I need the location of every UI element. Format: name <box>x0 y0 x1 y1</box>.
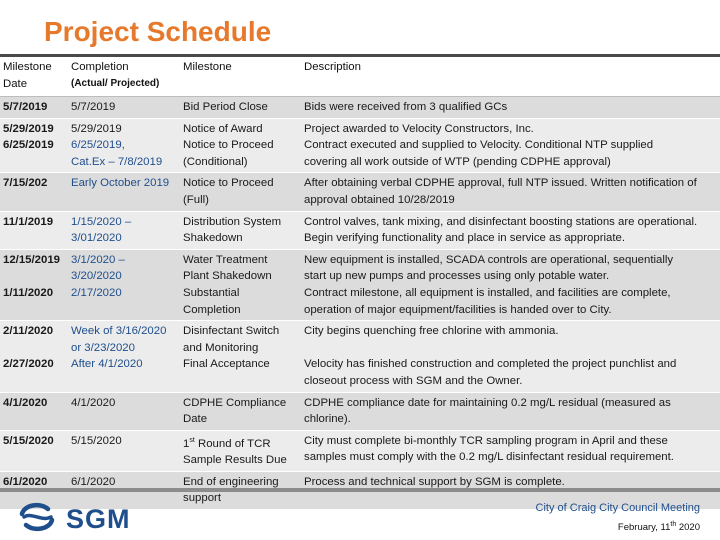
cell-milestone: Bid Period Close <box>180 96 301 119</box>
table-row: 5/7/2019 5/7/2019 Bid Period Close Bids wer… <box>0 96 720 119</box>
table-row: 2/11/2020 2/27/2020 Week of 3/16/2020 or 3… <box>0 320 720 393</box>
header-completion: Completion (Actual/ Projected) <box>68 57 180 97</box>
cell-completion: Early October 2019 <box>68 172 180 212</box>
sgm-logo-icon <box>19 502 55 532</box>
cell-date: 5/15/2020 <box>0 430 68 472</box>
table-row: 5/15/2020 5/15/2020 1st Round of TCR Sample… <box>0 430 720 472</box>
cell-description: CDPHE compliance date for maintaining 0.… <box>301 392 720 431</box>
table-row: 5/29/2019 6/25/2019 5/29/2019 6/25/2019, Cat… <box>0 118 720 174</box>
cell-completion: 3/1/2020 –3/20/2020 2/17/2020 <box>68 249 180 322</box>
table-row: 12/15/2019 1/11/2020 3/1/2020 –3/20/2020 2… <box>0 249 720 322</box>
cell-date: 11/1/2019 <box>0 211 68 250</box>
footer-divider <box>0 488 720 492</box>
header-milestone-date: Milestone Date <box>0 57 68 97</box>
cell-completion: 1/15/2020 –3/01/2020 <box>68 211 180 250</box>
sgm-logo: SGM <box>18 500 138 534</box>
cell-date: 4/1/2020 <box>0 392 68 431</box>
title-divider <box>0 54 720 57</box>
cell-date: 5/29/2019 6/25/2019 <box>0 118 68 174</box>
cell-completion: 5/29/2019 6/25/2019, Cat.Ex – 7/8/2019 <box>68 118 180 174</box>
cell-completion: 5/15/2020 <box>68 430 180 472</box>
table-row: 7/15/202 Early October 2019 Notice to Proc… <box>0 172 720 212</box>
cell-date: 12/15/2019 1/11/2020 <box>0 249 68 322</box>
cell-completion: 4/1/2020 <box>68 392 180 431</box>
table-header-row: Milestone Date Completion (Actual/ Proje… <box>0 57 720 97</box>
cell-description: Bids were received from 3 qualified GCs <box>301 96 720 119</box>
logo-text: SGM <box>66 504 131 534</box>
meeting-date: February, 11th 2020 <box>617 521 700 534</box>
cell-completion: Week of 3/16/2020 or 3/23/2020 After 4/1/2… <box>68 320 180 393</box>
cell-completion: 5/7/2019 <box>68 96 180 119</box>
header-description: Description <box>301 57 720 97</box>
cell-description: City begins quenching free chlorine with… <box>301 320 720 393</box>
table-row: 4/1/2020 4/1/2020 CDPHE Compliance Date CDPH… <box>0 392 720 431</box>
cell-milestone: Notice of Award Notice to Proceed (Conditi… <box>180 118 301 174</box>
cell-milestone: Water Treatment Plant Shakedown Substantia… <box>180 249 301 322</box>
cell-date: 5/7/2019 <box>0 96 68 119</box>
cell-milestone: 1st Round of TCR Sample Results Due <box>180 430 301 472</box>
page-title: Project Schedule <box>44 16 272 47</box>
table-row: 11/1/2019 1/15/2020 –3/01/2020 Distributio… <box>0 211 720 250</box>
header-milestone: Milestone <box>180 57 301 97</box>
cell-date: 7/15/202 <box>0 172 68 212</box>
cell-milestone: Notice to Proceed (Full) <box>180 172 301 212</box>
schedule-table: Milestone Date Completion (Actual/ Proje… <box>0 57 720 510</box>
cell-description: After obtaining verbal CDPHE approval, f… <box>301 172 720 212</box>
cell-milestone: CDPHE Compliance Date <box>180 392 301 431</box>
cell-description: New equipment is installed, SCADA contro… <box>301 249 720 322</box>
cell-milestone: Disinfectant Switch and Monitoring Final A… <box>180 320 301 393</box>
table-body: 5/7/2019 5/7/2019 Bid Period Close Bids wer… <box>0 96 720 510</box>
meeting-name: City of Craig City Council Meeting <box>535 502 700 514</box>
cell-description: Control valves, tank mixing, and disinfe… <box>301 211 720 250</box>
cell-description: City must complete bi-monthly TCR sampli… <box>301 430 720 472</box>
cell-description: Project awarded to Velocity Constructors… <box>301 118 720 174</box>
cell-date: 2/11/2020 2/27/2020 <box>0 320 68 393</box>
cell-milestone: Distribution System Shakedown <box>180 211 301 250</box>
title-bar: Project Schedule <box>0 0 720 57</box>
